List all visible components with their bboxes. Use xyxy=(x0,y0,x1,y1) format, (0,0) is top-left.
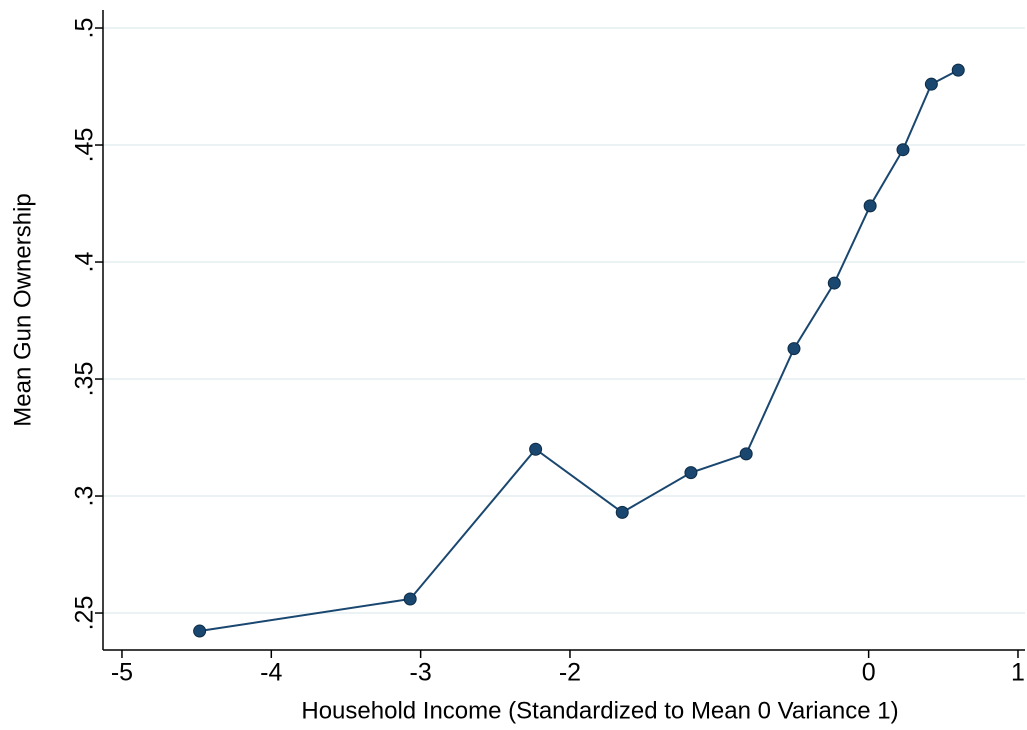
y-tick-label: .4 xyxy=(71,252,99,273)
x-tick-label: -3 xyxy=(410,659,432,687)
data-point xyxy=(787,342,801,356)
data-point xyxy=(896,143,910,157)
x-tick-label: 1 xyxy=(1011,659,1025,687)
data-point xyxy=(951,63,965,77)
data-point xyxy=(529,442,543,456)
x-tick-label: 0 xyxy=(862,659,876,687)
data-point xyxy=(863,199,877,213)
data-point xyxy=(403,592,417,606)
y-tick-label: .45 xyxy=(71,128,99,163)
data-point xyxy=(684,466,698,480)
x-tick-label: -2 xyxy=(559,659,581,687)
series-line xyxy=(199,69,959,633)
y-axis-title: Mean Gun Ownership xyxy=(9,193,36,426)
data-point xyxy=(193,624,207,638)
y-tick-label: .5 xyxy=(71,18,99,39)
y-tick-label: .35 xyxy=(71,362,99,397)
y-tick-label: .25 xyxy=(71,596,99,631)
data-point xyxy=(739,447,753,461)
x-tick-label: -5 xyxy=(111,659,133,687)
x-axis-title: Household Income (Standardized to Mean 0… xyxy=(301,697,898,724)
data-point xyxy=(924,77,938,91)
x-tick-label: -4 xyxy=(260,659,282,687)
data-point xyxy=(615,505,629,519)
data-point xyxy=(827,276,841,290)
y-tick-label: .3 xyxy=(71,486,99,507)
